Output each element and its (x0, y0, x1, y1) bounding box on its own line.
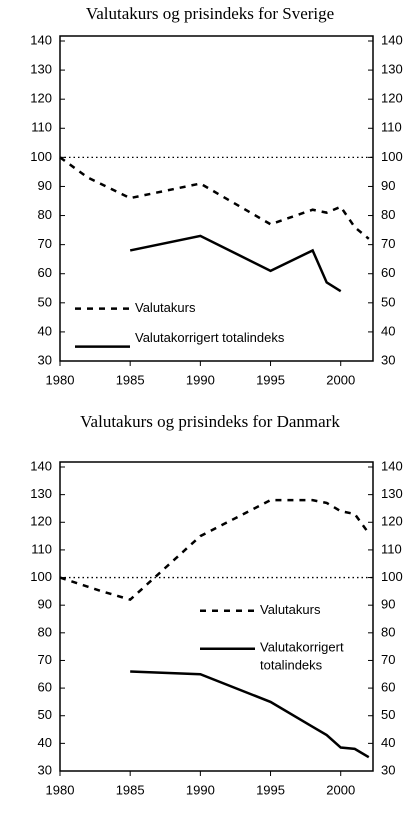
series-line (130, 670, 370, 759)
y-tick-label: 60 (38, 265, 52, 280)
y-tick-label: 140 (30, 458, 52, 473)
y2-tick-label: 30 (381, 352, 395, 367)
x-tick-label: 1990 (186, 372, 215, 387)
chart-title: Valutakurs og prisindeks for Sverige (86, 4, 334, 23)
y-tick-label: 80 (38, 207, 52, 222)
legend-label: Valutakorrigert totalindeks (135, 330, 285, 345)
y-tick-label: 110 (31, 541, 52, 556)
y-tick-label: 30 (38, 352, 52, 367)
plot-frame (59, 461, 374, 772)
y-tick-label: 120 (30, 514, 52, 529)
series-line (59, 156, 370, 240)
y2-tick-label: 80 (381, 624, 395, 639)
series-line (59, 498, 370, 602)
y-tick-label: 40 (38, 323, 52, 338)
plot-frame (59, 35, 374, 362)
y-tick-label: 30 (38, 762, 52, 777)
y-tick-label: 70 (38, 652, 52, 667)
y2-tick-label: 110 (381, 120, 402, 135)
chart-title: Valutakurs og prisindeks for Danmark (80, 412, 340, 431)
y2-tick-label: 140 (381, 458, 403, 473)
x-tick-label: 1985 (116, 782, 145, 797)
y2-tick-label: 130 (381, 62, 403, 77)
y-tick-label: 130 (30, 62, 52, 77)
legend-label: Valutakurs (260, 602, 321, 617)
legend-label: Valutakorrigert totalindeks (260, 640, 344, 673)
y-tick-label: 60 (38, 680, 52, 695)
y2-tick-label: 70 (381, 236, 395, 251)
y2-tick-label: 120 (381, 91, 403, 106)
legend-label: Valutakurs (135, 300, 196, 315)
y2-tick-label: 130 (381, 486, 403, 501)
y2-tick-label: 90 (381, 178, 395, 193)
y2-tick-label: 90 (381, 597, 395, 612)
x-tick-label: 1990 (186, 782, 215, 797)
y2-tick-label: 110 (381, 541, 402, 556)
y-tick-label: 80 (38, 624, 52, 639)
y2-tick-label: 30 (381, 762, 395, 777)
y2-tick-label: 50 (381, 294, 395, 309)
y2-tick-label: 70 (381, 652, 395, 667)
y-tick-label: 120 (30, 91, 52, 106)
y2-tick-label: 80 (381, 207, 395, 222)
x-tick-label: 1980 (46, 372, 75, 387)
y2-tick-label: 50 (381, 707, 395, 722)
y2-tick-label: 100 (381, 569, 403, 584)
y2-tick-label: 60 (381, 265, 395, 280)
y-tick-label: 50 (38, 707, 52, 722)
y-tick-label: 110 (31, 120, 52, 135)
y-tick-label: 140 (30, 32, 52, 47)
y2-tick-label: 60 (381, 680, 395, 695)
y-tick-label: 90 (38, 597, 52, 612)
x-tick-label: 1985 (116, 372, 145, 387)
x-tick-label: 1995 (256, 782, 285, 797)
y-tick-label: 130 (30, 486, 52, 501)
x-tick-label: 2000 (326, 782, 355, 797)
y-tick-label: 90 (38, 178, 52, 193)
y2-tick-label: 120 (381, 514, 403, 529)
x-tick-label: 2000 (326, 372, 355, 387)
x-tick-label: 1995 (256, 372, 285, 387)
y-tick-label: 100 (30, 149, 52, 164)
x-tick-label: 1980 (46, 782, 75, 797)
y2-tick-label: 40 (381, 323, 395, 338)
y-tick-label: 100 (30, 569, 52, 584)
y2-tick-label: 140 (381, 32, 403, 47)
y-tick-label: 40 (38, 735, 52, 750)
y2-tick-label: 40 (381, 735, 395, 750)
y-tick-label: 50 (38, 294, 52, 309)
y2-tick-label: 100 (381, 149, 403, 164)
y-tick-label: 70 (38, 236, 52, 251)
